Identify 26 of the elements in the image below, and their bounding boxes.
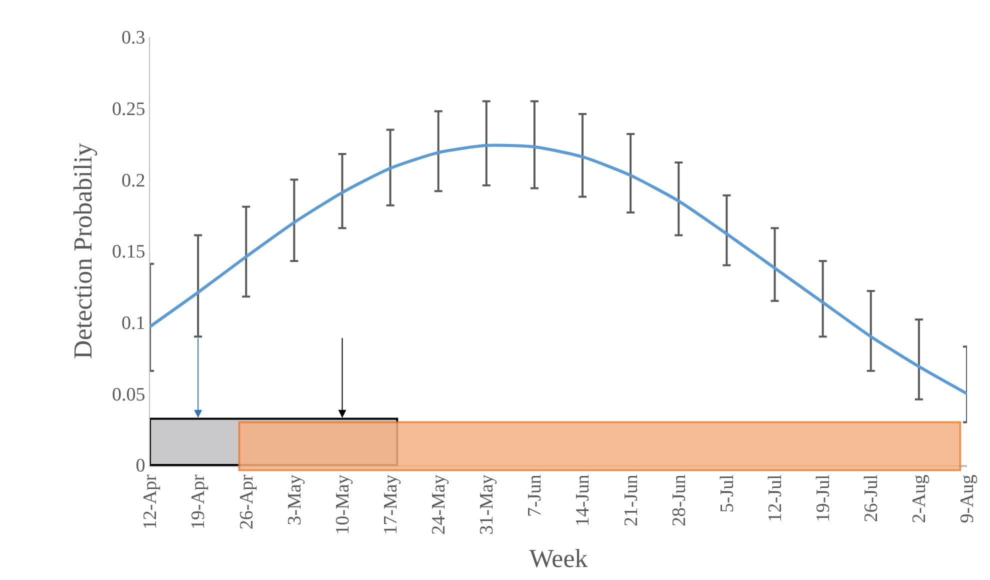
y-tick-label: 0.05	[112, 384, 146, 406]
x-tick-label: 5-Jul	[716, 474, 738, 513]
x-tick-label: 31-May	[476, 474, 498, 535]
x-tick-label: 26-Jul	[861, 474, 882, 522]
x-axis-title: Week	[529, 544, 588, 573]
x-tick-label: 26-Apr	[236, 474, 258, 530]
x-tick-label: 17-May	[380, 474, 402, 535]
x-tick-label: 10-May	[332, 474, 354, 535]
y-axis-title: Detection Probabiliy	[68, 143, 98, 359]
x-tick-label: 2-Aug	[909, 474, 930, 524]
line-series	[150, 144, 967, 396]
y-tick-label: 0.25	[112, 98, 146, 120]
x-tick-label: 28-Jun	[668, 474, 690, 526]
x-tick-label: 19-Apr	[188, 474, 210, 530]
x-tick-label: 7-Jun	[524, 474, 546, 517]
x-tick-label: 3-May	[284, 474, 306, 526]
x-tick-label: 19-Jul	[812, 474, 834, 522]
x-tick-label: 21-Jun	[620, 474, 642, 526]
x-tick-label: 12-Jul	[764, 474, 786, 522]
x-tick-label: 24-May	[428, 474, 450, 535]
x-tick-label: 9-Aug	[957, 474, 978, 524]
y-tick-label: 0.3	[121, 28, 146, 49]
y-tick-label: 0.15	[112, 242, 146, 263]
x-tick-label: 14-Jun	[572, 474, 594, 526]
y-tick-label: 0.2	[121, 170, 146, 192]
y-tick-label: 0.1	[121, 312, 146, 334]
